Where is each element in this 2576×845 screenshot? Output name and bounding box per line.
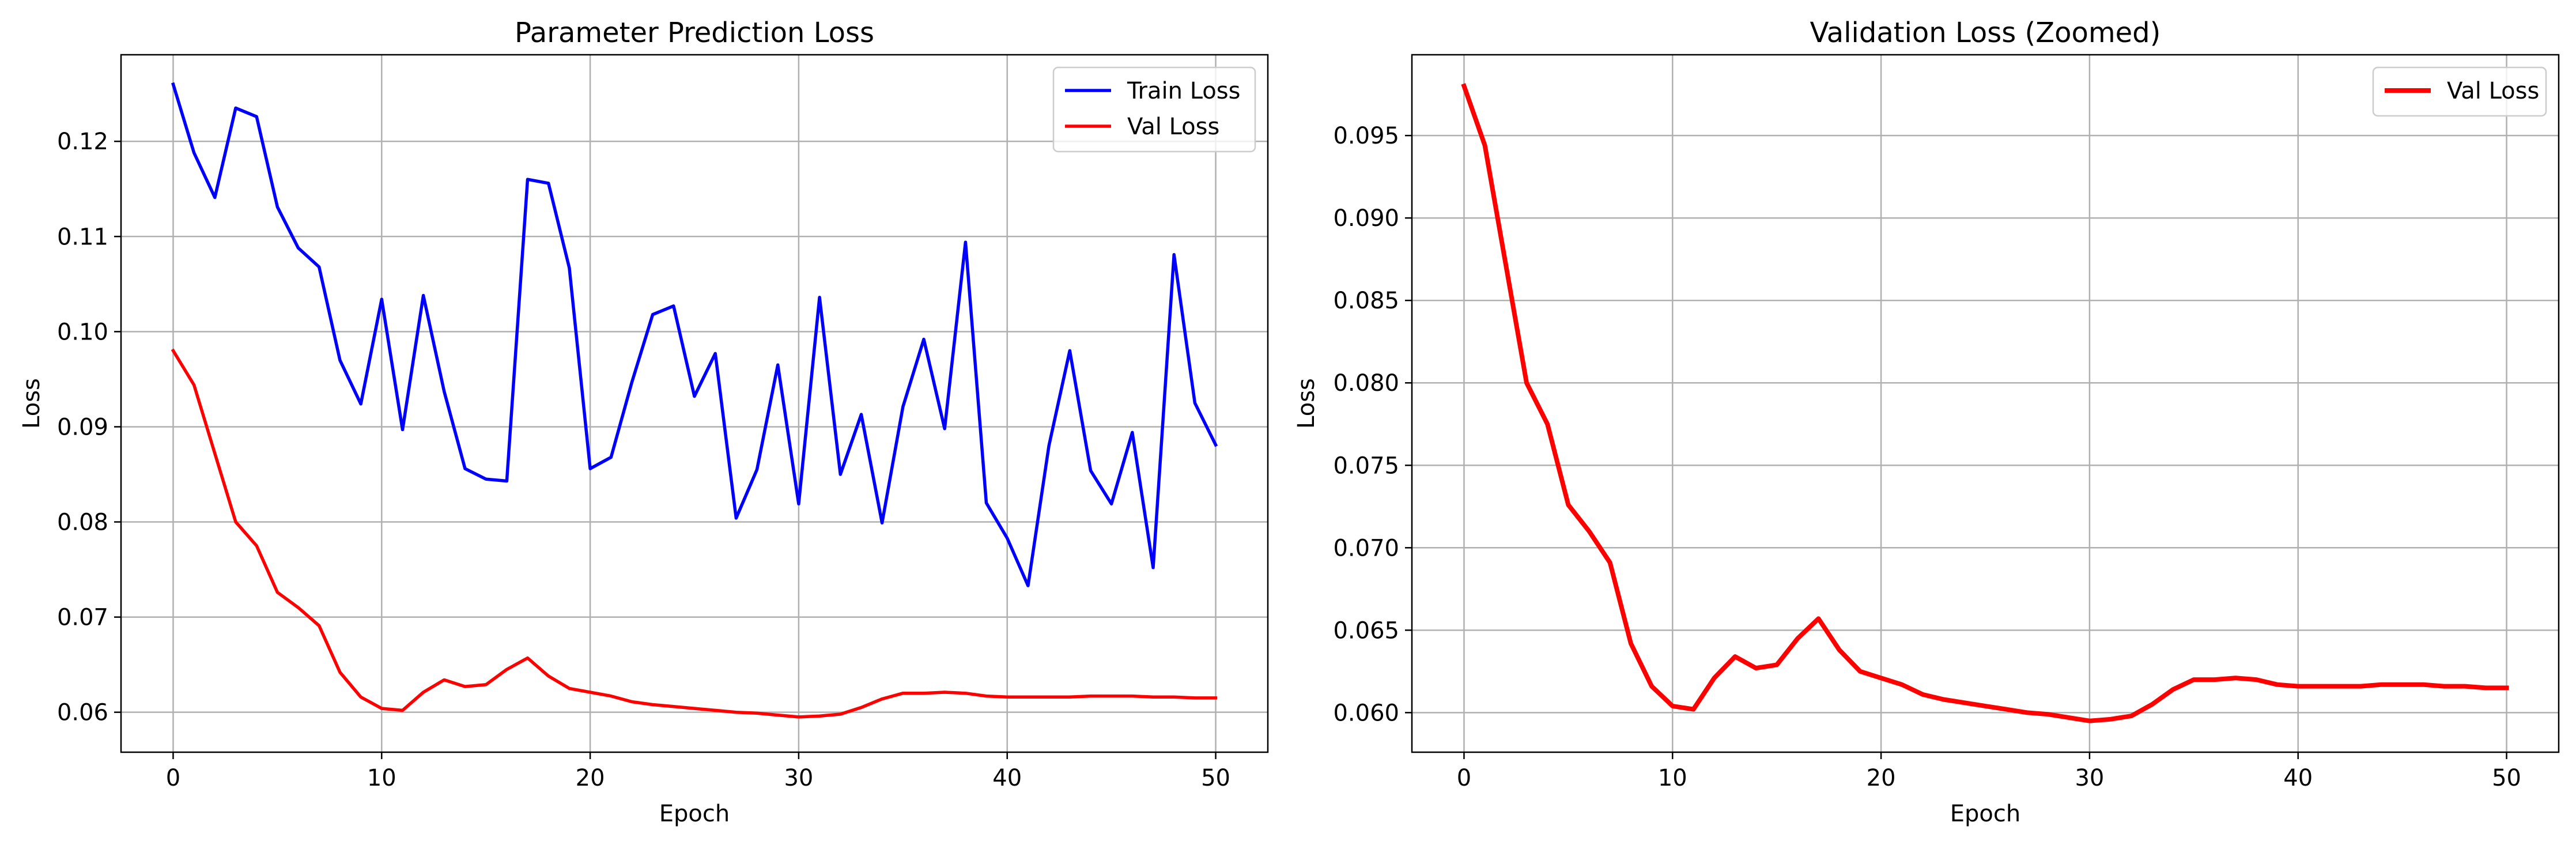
y-tick-label: 0.10 bbox=[57, 319, 108, 345]
x-tick-label: 20 bbox=[1867, 765, 1896, 791]
x-tick-label: 30 bbox=[784, 765, 813, 791]
y-axis-label: Loss bbox=[1293, 378, 1320, 429]
y-tick-label: 0.09 bbox=[57, 414, 108, 440]
legend-label: Train Loss bbox=[1127, 78, 1240, 104]
x-tick-label: 0 bbox=[1457, 765, 1471, 791]
x-tick-label: 10 bbox=[367, 765, 396, 791]
chart-title: Parameter Prediction Loss bbox=[515, 17, 874, 49]
y-tick-label: 0.095 bbox=[1333, 123, 1399, 149]
y-tick-label: 0.11 bbox=[57, 224, 108, 250]
y-tick-label: 0.060 bbox=[1333, 700, 1399, 726]
x-tick-label: 10 bbox=[1658, 765, 1687, 791]
y-tick-label: 0.065 bbox=[1333, 617, 1399, 644]
legend-label: Val Loss bbox=[1127, 114, 1219, 140]
x-tick-label: 20 bbox=[576, 765, 605, 791]
legend-box bbox=[2372, 66, 2547, 117]
legend: Train Loss Val Loss bbox=[1052, 66, 1256, 153]
x-axis-label: Epoch bbox=[1950, 801, 2020, 827]
x-axis-label: Epoch bbox=[659, 801, 730, 827]
y-tick-label: 0.070 bbox=[1333, 535, 1399, 561]
legend-box bbox=[1052, 66, 1256, 153]
series-line-val-loss bbox=[1461, 83, 2509, 723]
series-line-val-loss bbox=[171, 348, 1218, 719]
grid-lines bbox=[1412, 55, 2559, 752]
y-tick-label: 0.08 bbox=[57, 510, 108, 536]
x-tick-label: 30 bbox=[2075, 765, 2104, 791]
chart-title: Validation Loss (Zoomed) bbox=[1810, 17, 2161, 49]
x-tick-label: 50 bbox=[2492, 765, 2521, 791]
y-axis-label: Loss bbox=[18, 378, 45, 429]
y-tick-label: 0.080 bbox=[1333, 370, 1399, 397]
y-tick-label: 0.07 bbox=[57, 605, 108, 631]
chart-panel-1: 0 10 20 30 40 50 0.06 0.07 0.08 0.09 0.10 0.11 0.12 P… bbox=[18, 17, 1269, 827]
y-tick-label: 0.075 bbox=[1333, 452, 1399, 479]
legend: Val Loss bbox=[2372, 66, 2547, 117]
y-tick-label: 0.12 bbox=[57, 129, 108, 155]
series-line-train-loss bbox=[171, 82, 1218, 587]
legend-label: Val Loss bbox=[2447, 78, 2539, 104]
y-tick-label: 0.085 bbox=[1333, 288, 1399, 314]
plot-frame bbox=[120, 54, 1269, 753]
y-tick-label: 0.090 bbox=[1333, 205, 1399, 232]
x-tick-label: 0 bbox=[166, 765, 180, 791]
y-tick-label: 0.06 bbox=[57, 700, 108, 726]
x-tick-label: 40 bbox=[992, 765, 1022, 791]
chart-panel-2: 0 10 20 30 40 50 0.060 0.065 0.070 0.075 0.080 0.08… bbox=[1293, 17, 2560, 827]
x-tick-label: 40 bbox=[2283, 765, 2313, 791]
x-tick-label: 50 bbox=[1201, 765, 1230, 791]
plot-frame bbox=[1411, 54, 2560, 753]
